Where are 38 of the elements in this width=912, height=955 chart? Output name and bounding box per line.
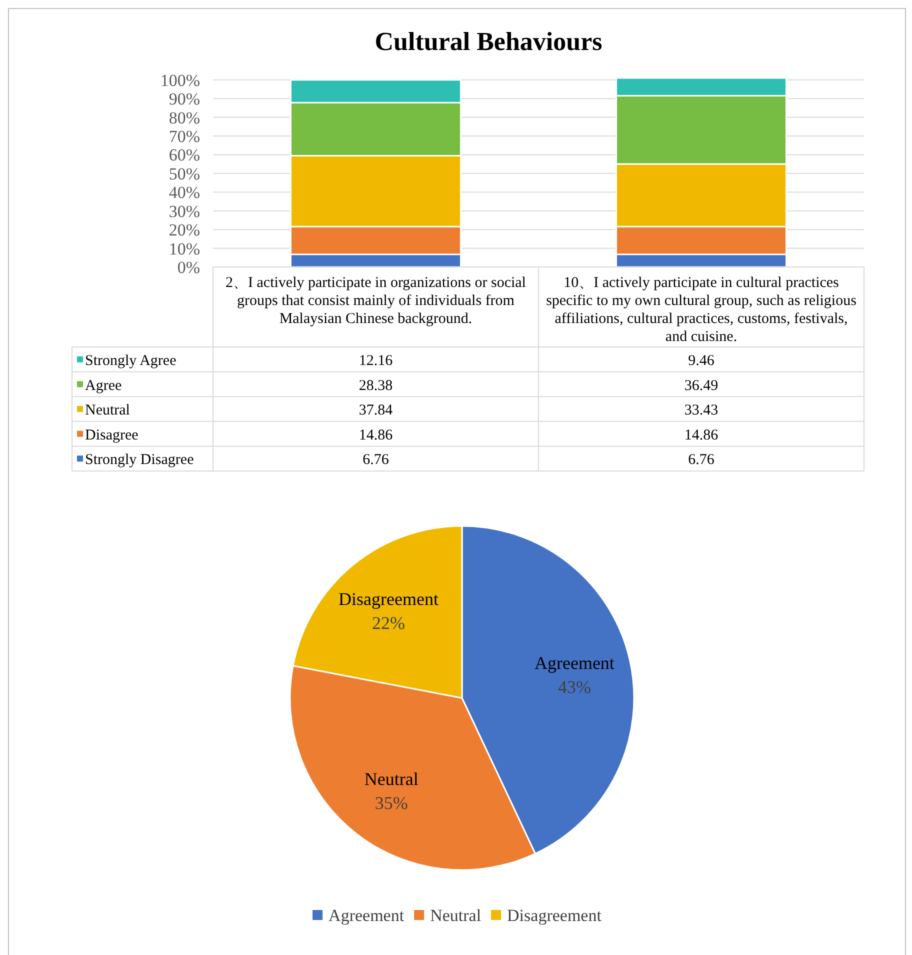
data-label: 33.43	[684, 402, 718, 419]
data-label: 28.38	[358, 378, 393, 394]
slice-label: Disagreement	[338, 589, 439, 610]
y-tick-label: 30%	[168, 202, 200, 221]
y-tick-label: 20%	[168, 220, 200, 240]
legend-label: Neutral	[85, 402, 130, 419]
legend-label: Strongly Agree	[85, 353, 177, 369]
y-tick-label: 10%	[168, 239, 200, 258]
data-label: 37.84	[358, 402, 394, 419]
data-label: 6.76	[362, 452, 390, 468]
x-tick-label: 10、I actively participate in cultural practices specific to my own cultural group, such as religious affiliations, cultural practices, customs, festivals, and cuisine.	[546, 275, 857, 345]
data-label: 12.16	[358, 353, 394, 369]
legend-label: Agree	[85, 378, 122, 394]
y-tick-label: 70%	[168, 127, 200, 146]
legend-label: Agreement	[328, 906, 404, 925]
y-tick-label: 90%	[168, 90, 200, 109]
y-tick-label: 40%	[168, 183, 200, 202]
data-label: 43%	[558, 676, 591, 697]
y-tick-label: 60%	[168, 146, 200, 165]
data-label: 14.86	[684, 427, 719, 444]
data-label: 14.86	[358, 427, 394, 444]
data-label: 22%	[372, 613, 406, 634]
y-tick-label: 100%	[160, 70, 200, 90]
slice-label: Agreement	[534, 652, 614, 673]
data-label: 35%	[374, 793, 408, 814]
data-label: 9.46	[688, 353, 715, 369]
data-label: 6.76	[688, 452, 715, 468]
slice-label: Neutral	[364, 769, 418, 790]
legend-label: Strongly Disagree	[85, 452, 194, 468]
x-tick-label: 2、I actively participate in organizations or social groups that consist mainly of individuals from Malaysian Chinese background.	[226, 275, 526, 327]
title: Cultural Behaviours	[374, 27, 602, 56]
legend-label: Disagree	[85, 427, 139, 444]
legend-label: Disagreement	[507, 906, 602, 925]
legend-label: Neutral	[430, 906, 482, 925]
data-label: 36.49	[684, 378, 718, 394]
y-tick-label: 0%	[177, 258, 200, 277]
y-tick-label: 50%	[168, 164, 200, 184]
y-tick-label: 80%	[168, 108, 200, 128]
